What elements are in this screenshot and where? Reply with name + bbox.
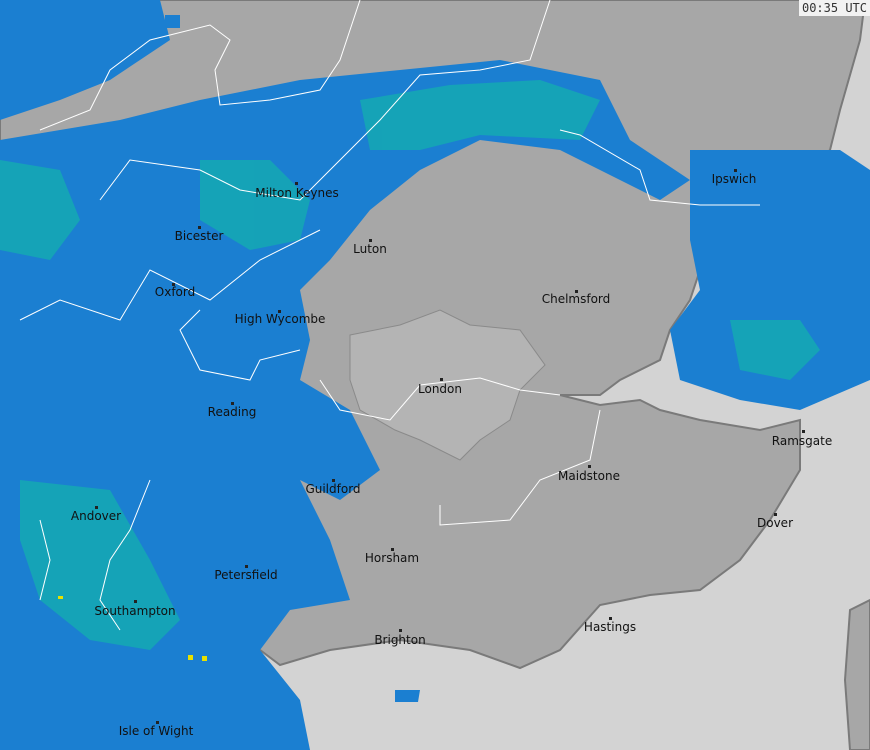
town-label: Horsham	[364, 551, 420, 565]
town-label: Reading	[207, 405, 257, 419]
town-label: Ramsgate	[771, 434, 833, 448]
town-label: Isle of Wight	[118, 724, 194, 738]
radar-heavy-rain	[58, 596, 207, 661]
town-label: Oxford	[154, 285, 196, 299]
town-label: Brighton	[374, 633, 426, 647]
land-france	[843, 598, 870, 750]
town-dots	[95, 169, 805, 724]
town-label: Bicester	[174, 229, 224, 243]
town-label: High Wycombe	[234, 312, 326, 326]
town-label: Luton	[353, 242, 387, 256]
town-label: Petersfield	[214, 568, 278, 582]
town-label: Dover	[757, 516, 793, 530]
town-label: Maidstone	[558, 469, 620, 483]
county-borders	[19, 0, 760, 631]
town-label: London	[418, 382, 462, 396]
town-label: Ipswich	[711, 172, 757, 186]
radar-moderate-rain	[0, 80, 820, 650]
town-label: Milton Keynes	[255, 186, 339, 200]
town-label: Guildford	[305, 482, 361, 496]
town-label: Chelmsford	[541, 292, 611, 306]
town-label: Hastings	[583, 620, 637, 634]
town-label: Southampton	[94, 604, 176, 618]
town-label: Andover	[70, 509, 122, 523]
timestamp: 00:35 UTC	[798, 0, 870, 16]
